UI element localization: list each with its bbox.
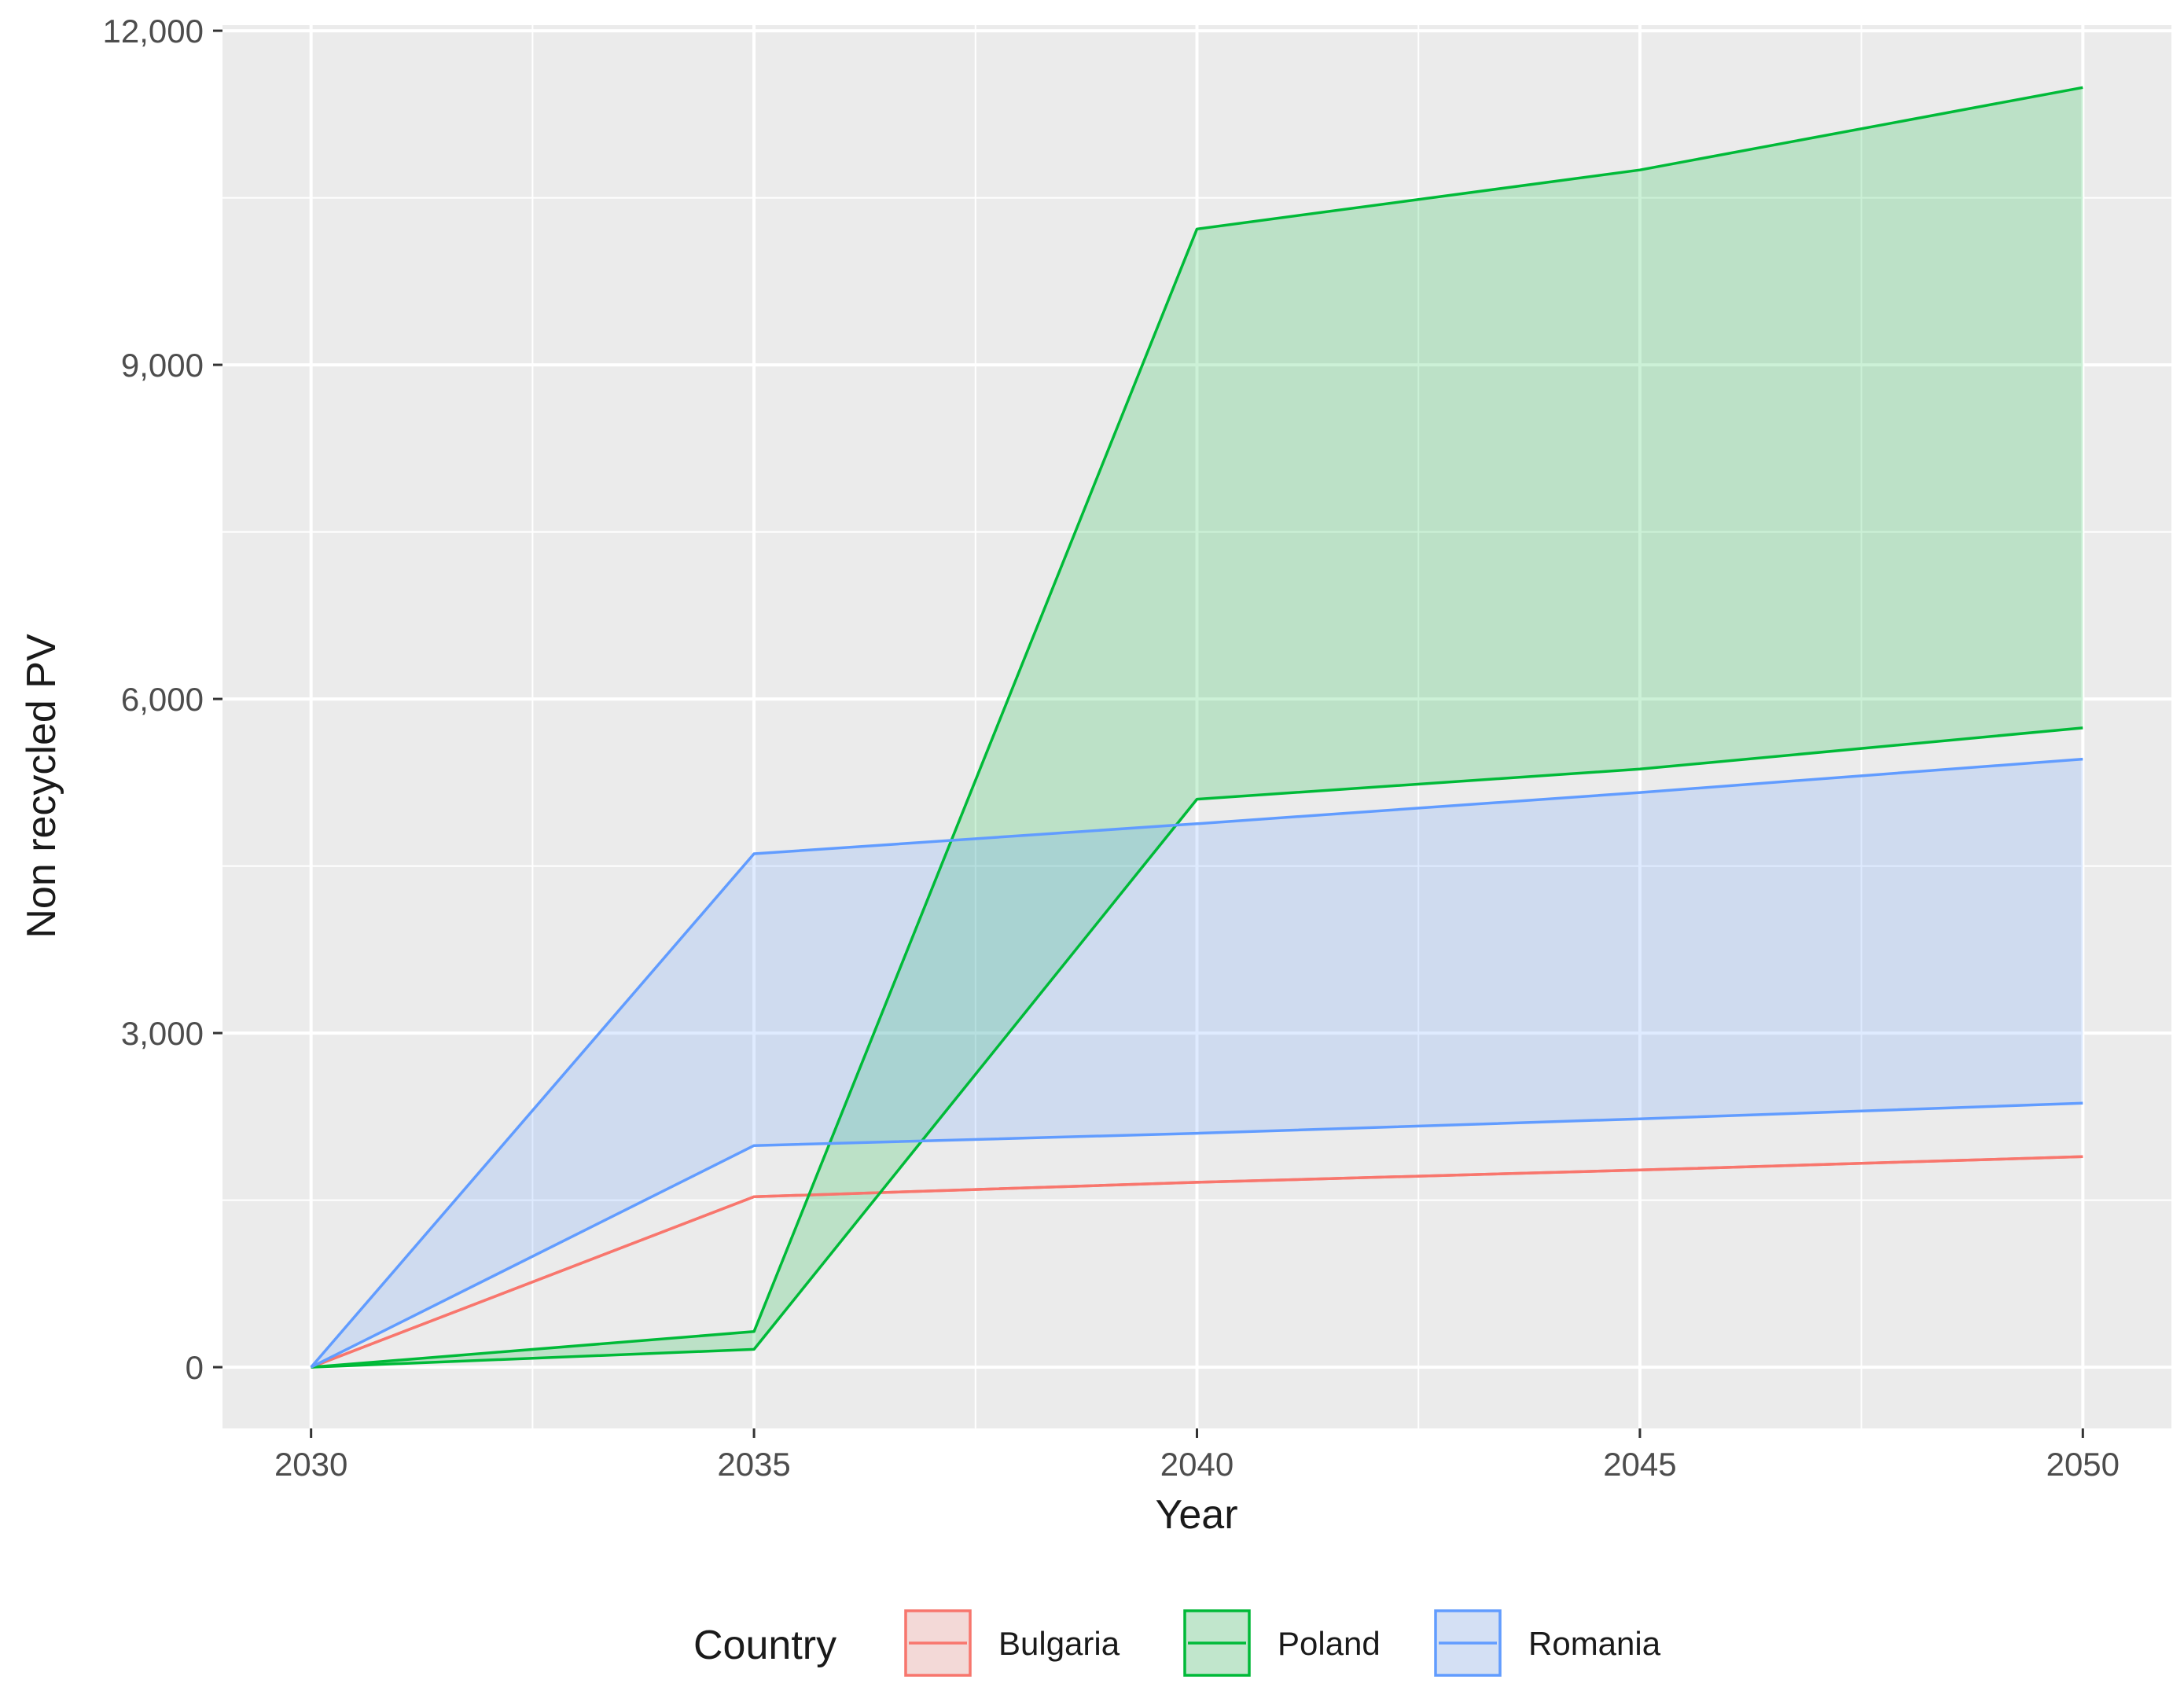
- x-tick-label: 2040: [1160, 1446, 1234, 1483]
- legend-item-romania: Romania: [1434, 1609, 1661, 1677]
- y-tick-label: 0: [186, 1349, 204, 1386]
- y-axis-title: Non recycled PV: [19, 634, 64, 939]
- x-axis: 2030 2035 2040 2045 2050: [274, 1428, 2120, 1483]
- grid-major: [222, 25, 2171, 1428]
- y-tick-label: 9,000: [121, 347, 204, 384]
- x-tick-label: 2050: [2046, 1446, 2120, 1483]
- legend-label-poland: Poland: [1278, 1625, 1381, 1662]
- line-upper-bulgaria: [311, 1155, 2083, 1369]
- y-tick-label: 6,000: [121, 681, 204, 718]
- x-axis-title: Year: [1155, 1492, 1237, 1538]
- y-axis: 0 3,000 6,000 9,000 12,000: [103, 13, 222, 1386]
- y-tick-label: 3,000: [121, 1015, 204, 1052]
- x-tick-label: 2030: [274, 1446, 347, 1483]
- ribbons: [311, 87, 2083, 1368]
- legend: Country Bulgaria Poland Romania: [693, 1609, 1661, 1677]
- ribbon-poland: [311, 87, 2083, 1368]
- x-tick-label: 2045: [1603, 1446, 1676, 1483]
- y-tick-label: 12,000: [103, 13, 204, 50]
- legend-item-bulgaria: Bulgaria: [904, 1609, 1120, 1677]
- legend-label-bulgaria: Bulgaria: [998, 1625, 1120, 1662]
- line-upper-poland: [311, 86, 2083, 1369]
- x-tick-label: 2035: [717, 1446, 790, 1483]
- ribbon-romania: [311, 759, 2083, 1368]
- legend-item-poland: Poland: [1183, 1609, 1381, 1677]
- line-upper-romania: [310, 757, 2083, 1369]
- series-lines: [310, 86, 2083, 1369]
- legend-title: Country: [693, 1623, 836, 1668]
- line-lower-poland: [311, 726, 2083, 1369]
- legend-label-romania: Romania: [1528, 1625, 1661, 1662]
- line-lower-romania: [310, 1101, 2083, 1369]
